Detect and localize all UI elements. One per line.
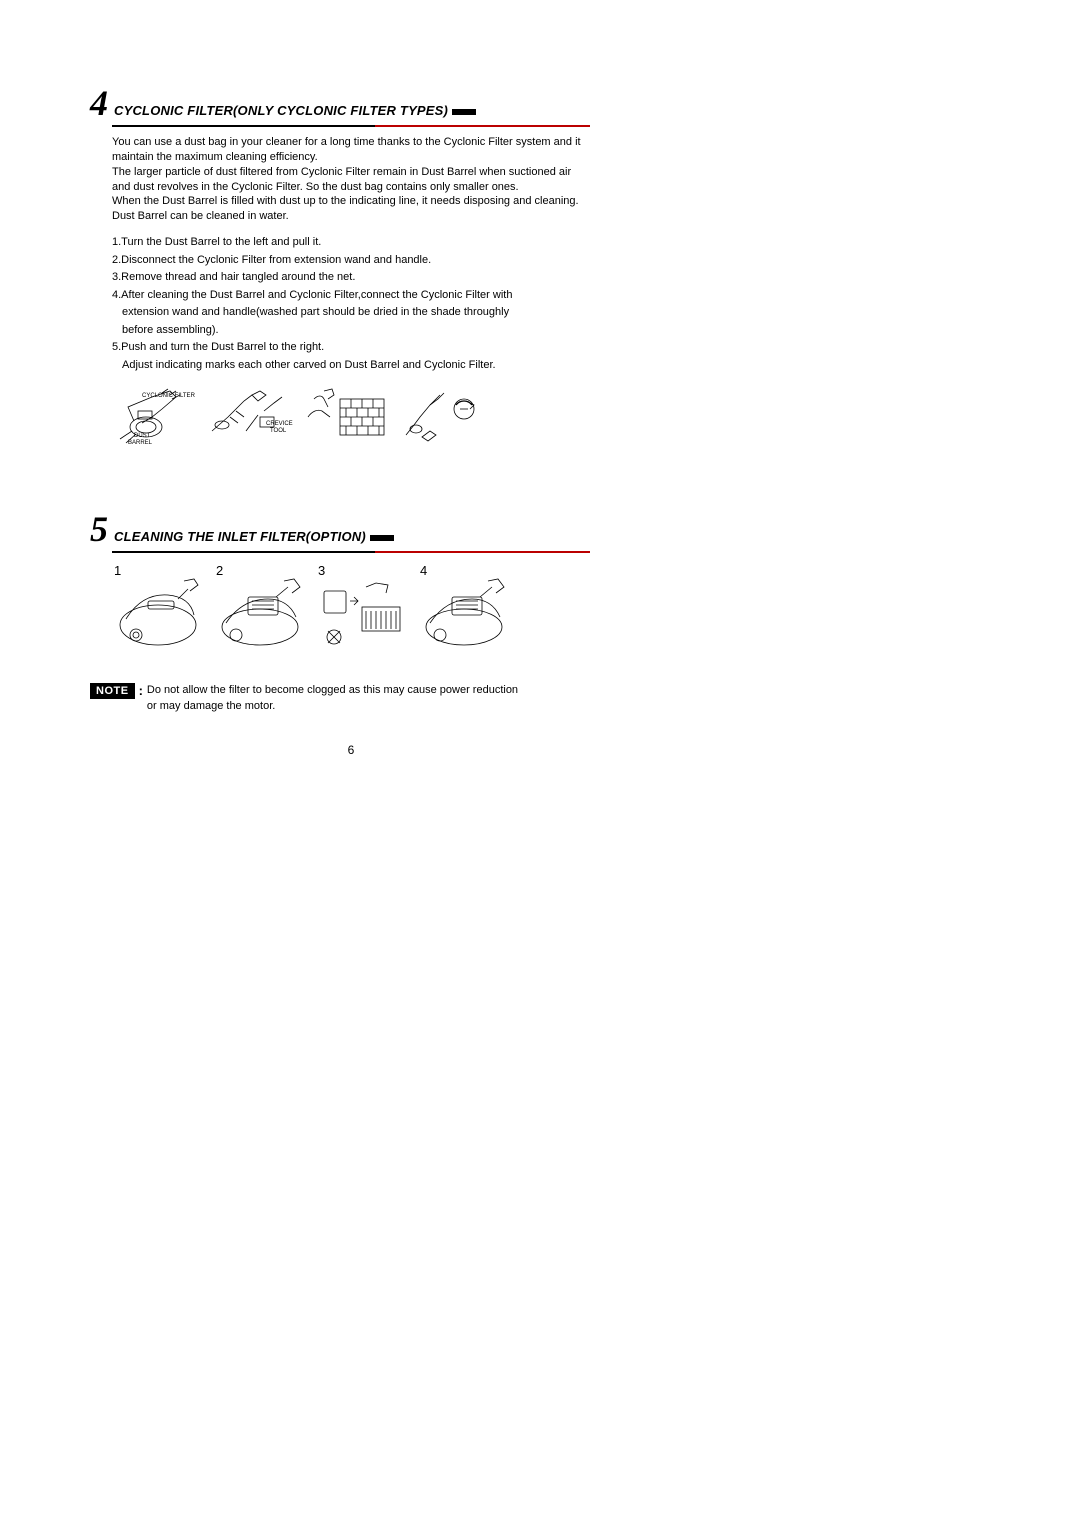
section4-number: 4 [90,85,108,121]
section4-underline [112,125,590,127]
section4-diagram-row: CYCLONIC FILTER DUST BARREL CREVICE TOOL [112,387,492,451]
img-num-4: 4 [420,563,427,578]
step-2: 2.Disconnect the Cyclonic Filter from ex… [112,252,590,269]
section5-image-row: 1 2 [112,563,590,653]
img-num-1: 1 [114,563,121,578]
vacuum-step4-icon [418,577,512,649]
label-barrel: BARREL [128,440,152,446]
note-row: NOTE : Do not allow the filter to become… [90,683,590,715]
section4-para2: The larger particle of dust filtered fro… [112,165,590,195]
section5-underline [112,551,590,553]
label-tool: TOOL [270,428,286,434]
img-cell-2: 2 [214,563,308,653]
page-number: 6 [112,743,590,757]
section4-steps: 1.Turn the Dust Barrel to the left and p… [112,234,590,373]
diagram-cyclonic-filter: CYCLONIC FILTER DUST BARREL [112,387,204,447]
step-5a: 5.Push and turn the Dust Barrel to the r… [112,339,590,356]
section5-title: CLEANING THE INLET FILTER(OPTION) [114,529,366,544]
img-cell-3: 3 [316,563,410,653]
note-colon: : [139,683,143,700]
manual-page: 4 CYCLONIC FILTER(ONLY CYCLONIC FILTER T… [90,85,590,757]
title-bar-decor [452,109,476,115]
note-line2: or may damage the motor. [147,700,275,712]
img-cell-1: 1 [112,563,206,653]
diagram-reassemble [304,387,396,447]
disconnect-icon [208,387,298,447]
label-crevice: CREVICE [266,421,293,427]
hands-wall-icon [304,387,394,447]
section5: 5 CLEANING THE INLET FILTER(OPTION) 1 [90,511,590,757]
title-bar-decor-2 [370,535,394,541]
section5-header: 5 CLEANING THE INLET FILTER(OPTION) [90,511,590,547]
img-num-3: 3 [318,563,325,578]
note-text: Do not allow the filter to become clogge… [147,683,518,715]
label-cyclonic-filter: CYCLONIC FILTER [142,393,195,399]
step-4c: before assembling). [112,322,590,339]
section4-para3: When the Dust Barrel is filled with dust… [112,194,590,224]
img-num-2: 2 [216,563,223,578]
section5-number: 5 [90,511,108,547]
vacuum-step2-icon [214,577,308,649]
step-1: 1.Turn the Dust Barrel to the left and p… [112,234,590,251]
label-dust: DUST [134,433,150,439]
img-cell-4: 4 [418,563,512,653]
section4-title: CYCLONIC FILTER(ONLY CYCLONIC FILTER TYP… [114,103,448,118]
vacuum-step1-icon [112,577,206,649]
step-4a: 4.After cleaning the Dust Barrel and Cyc… [112,287,590,304]
section4-header: 4 CYCLONIC FILTER(ONLY CYCLONIC FILTER T… [90,85,590,121]
section4-para1: You can use a dust bag in your cleaner f… [112,135,590,165]
note-line1: Do not allow the filter to become clogge… [147,684,518,696]
section4-body: You can use a dust bag in your cleaner f… [112,135,590,224]
diagram-disconnect: CREVICE TOOL [208,387,300,447]
diagram-push-turn [400,387,492,447]
step-5b: Adjust indicating marks each other carve… [112,357,590,374]
step-4b: extension wand and handle(washed part sh… [112,304,590,321]
push-turn-icon [400,387,480,447]
filter-rinse-icon [316,577,410,649]
note-badge: NOTE [90,683,135,699]
step-3: 3.Remove thread and hair tangled around … [112,269,590,286]
